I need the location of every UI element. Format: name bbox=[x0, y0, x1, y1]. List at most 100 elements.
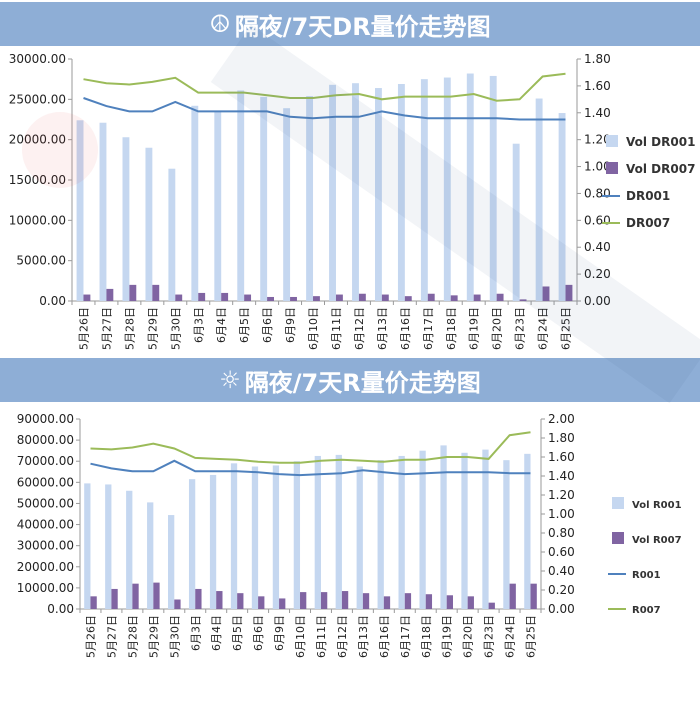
chart-1-right-tick-label: 0.20 bbox=[584, 267, 611, 281]
chart-1-bar-vol-dr007 bbox=[381, 294, 389, 301]
chart-1-bar-vol-dr007 bbox=[152, 284, 160, 301]
chart-2-bar-vol-r007 bbox=[300, 592, 307, 609]
chart-2-bar-vol-r001 bbox=[335, 454, 342, 609]
chart-2-right-tick-label: 0.20 bbox=[548, 583, 575, 597]
chart-1-bar-vol-dr001 bbox=[306, 96, 314, 302]
chart-1-right-tick-label: 0.60 bbox=[584, 213, 611, 227]
chart-2-bar-vol-r001 bbox=[147, 502, 154, 609]
chart-2-right-tick-label: 0.60 bbox=[548, 545, 575, 559]
chart-2-bar-vol-r001 bbox=[84, 483, 91, 609]
chart-2-left-tick-label: 10000.00 bbox=[17, 581, 74, 595]
chart-2-bar-vol-r007 bbox=[404, 593, 412, 609]
chart-1-bar-vol-dr007 bbox=[404, 296, 412, 301]
chart-1-bar-vol-dr001 bbox=[397, 84, 405, 301]
chart-1-x-tick-label: 6月11日 bbox=[330, 307, 343, 350]
chart-2-bar-vol-r001 bbox=[293, 461, 301, 609]
chart-2-left-tick-label: 90000.00 bbox=[17, 412, 74, 426]
chart-1-x-tick-label: 6月25日 bbox=[560, 307, 573, 350]
chart-2-right-tick-label: 1.80 bbox=[548, 431, 575, 445]
chart-1-bar-vol-dr007 bbox=[244, 294, 252, 301]
chart-1-bar-vol-dr001 bbox=[145, 147, 153, 301]
chart-1-x-tick-label: 6月23日 bbox=[514, 307, 527, 350]
chart-1-line-dr007 bbox=[83, 72, 566, 102]
chart-1-bar-vol-dr001 bbox=[352, 83, 359, 301]
chart-1-bar-vol-dr007 bbox=[106, 288, 114, 301]
chart-1-left-tick-label: 0.00 bbox=[39, 294, 66, 308]
chart-1-title-banner: ☮ 隔夜/7天DR量价走势图 bbox=[0, 2, 700, 46]
chart-1-bar-vol-dr001 bbox=[122, 137, 130, 301]
chart-2-bar-vol-r007 bbox=[341, 591, 349, 609]
chart-1-bar-vol-dr007 bbox=[450, 295, 458, 301]
chart-2-x-tick-label: 6月11日 bbox=[315, 615, 328, 658]
chart-2-bar-vol-r007 bbox=[153, 582, 160, 609]
chart-2-line-r007 bbox=[90, 431, 531, 464]
chart-2-x-tick-label: 6月4日 bbox=[210, 615, 223, 651]
chart-1-bar-vol-dr001 bbox=[443, 77, 451, 301]
chart-1-left-tick-label: 20000.00 bbox=[9, 133, 66, 147]
chart-2-right-tick-label: 0.80 bbox=[548, 526, 575, 540]
chart-2-x-tick-label: 6月3日 bbox=[189, 615, 202, 651]
chart-2-bar-vol-r001 bbox=[356, 466, 363, 609]
chart-2-bar-vol-r007 bbox=[90, 596, 97, 609]
chart-2-bar-vol-r007 bbox=[509, 583, 516, 609]
chart-1-x-tick-label: 6月16日 bbox=[399, 307, 412, 350]
chart-1-x-tick-label: 5月30日 bbox=[169, 307, 182, 350]
chart-1-bar-vol-dr001 bbox=[375, 88, 382, 301]
chart-2-x-tick-label: 6月25日 bbox=[525, 615, 538, 658]
chart-2-right-tick-label: 1.00 bbox=[548, 507, 575, 521]
chart-2-x-tick-label: 6月19日 bbox=[441, 615, 454, 658]
chart-2-right-tick-label: 1.60 bbox=[548, 450, 575, 464]
chart-1-bar-vol-dr001 bbox=[420, 79, 428, 301]
chart-1-right-tick-label: 0.80 bbox=[584, 186, 611, 200]
chart-1-x-tick-label: 6月9日 bbox=[284, 307, 297, 343]
chart-2-x-tick-label: 6月9日 bbox=[273, 615, 286, 651]
chart-2-bar-vol-r001 bbox=[126, 490, 133, 609]
chart-2-legend-swatch bbox=[612, 497, 624, 509]
chart-1-bar-vol-dr001 bbox=[329, 84, 336, 302]
chart-1-x-tick-label: 5月28日 bbox=[123, 307, 136, 350]
chart-2-bar-vol-r001 bbox=[188, 479, 196, 609]
chart-1-left-tick-label: 15000.00 bbox=[9, 173, 66, 187]
chart-2-left-tick-label: 20000.00 bbox=[17, 560, 74, 574]
chart-1-bar-vol-dr001 bbox=[191, 105, 199, 301]
chart-1-bar-vol-dr007 bbox=[519, 299, 527, 301]
chart-1-x-tick-label: 6月5日 bbox=[238, 307, 251, 343]
chart-1-x-tick-label: 6月18日 bbox=[445, 307, 458, 350]
chart-2-bar-vol-r007 bbox=[530, 583, 537, 609]
chart-1-right-tick-label: 0.40 bbox=[584, 240, 611, 254]
chart-1-x-tick-label: 6月3日 bbox=[192, 307, 205, 343]
chart-1-bar-vol-dr001 bbox=[283, 108, 291, 301]
chart-2-left-tick-label: 40000.00 bbox=[17, 518, 74, 532]
chart-2-legend-label: Vol R001 bbox=[632, 500, 682, 511]
chart-1-bar-vol-dr001 bbox=[260, 96, 268, 301]
chart-1-x-tick-label: 6月20日 bbox=[491, 307, 504, 350]
chart-1-bar-vol-dr007 bbox=[313, 296, 320, 301]
chart-2-bar-vol-r001 bbox=[105, 484, 112, 609]
chart-1-x-tick-label: 5月26日 bbox=[77, 307, 90, 350]
chart-1-x-tick-label: 6月12日 bbox=[353, 307, 366, 350]
chart-1-bar-vol-dr007 bbox=[221, 292, 229, 301]
chart-2-left-tick-label: 70000.00 bbox=[17, 454, 74, 468]
chart-2-bar-vol-r007 bbox=[383, 596, 391, 609]
chart-1-bar-vol-dr001 bbox=[237, 90, 245, 302]
chart-1-bar-vol-dr007 bbox=[267, 296, 274, 301]
chart-2-x-tick-label: 6月6日 bbox=[252, 615, 265, 651]
chart-1-bar-vol-dr007 bbox=[83, 294, 91, 301]
chart-1-right-tick-label: 1.20 bbox=[584, 133, 611, 147]
chart-2-bar-vol-r001 bbox=[314, 455, 321, 609]
chart-2-bar-vol-r001 bbox=[230, 463, 238, 609]
chart-2-x-tick-label: 6月20日 bbox=[462, 615, 475, 658]
chart-1-left-tick-label: 10000.00 bbox=[9, 213, 66, 227]
chart-2-right-tick-label: 1.20 bbox=[548, 488, 575, 502]
chart-1-bar-vol-dr007 bbox=[335, 294, 343, 301]
chart-2-x-tick-label: 5月27日 bbox=[105, 615, 118, 658]
chart-1-bar-vol-dr001 bbox=[489, 75, 497, 301]
chart-1-x-tick-label: 6月19日 bbox=[468, 307, 481, 350]
chart-1-x-tick-label: 6月6日 bbox=[261, 307, 274, 343]
chart-1-bar-vol-dr001 bbox=[512, 143, 520, 301]
chart-1-left-tick-label: 30000.00 bbox=[9, 52, 66, 66]
chart-2-bar-vol-r001 bbox=[482, 449, 489, 609]
chart-2-bar-vol-r007 bbox=[132, 583, 139, 609]
chart-1-bar-vol-dr007 bbox=[358, 293, 366, 301]
chart-2-legend-label: Vol R007 bbox=[632, 535, 682, 546]
